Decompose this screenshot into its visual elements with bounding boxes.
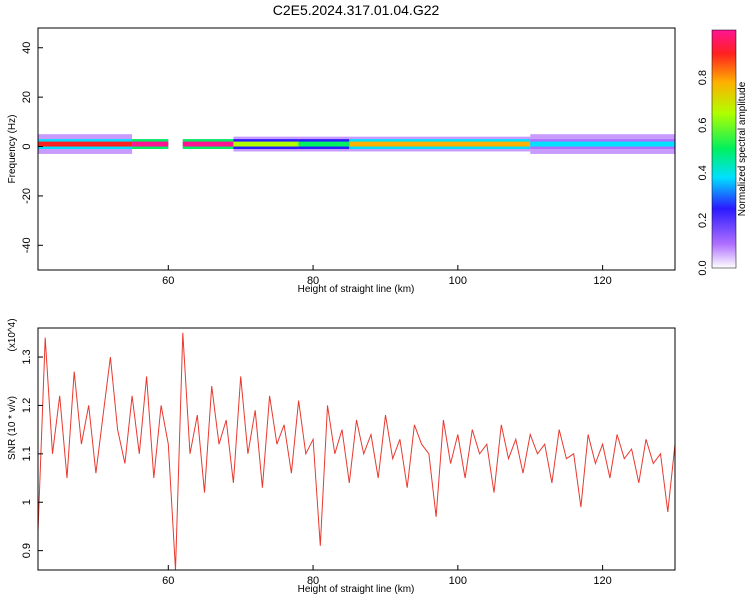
spectrogram-band-core	[530, 141, 675, 147]
spectrogram-panel: 60 80 100 120 40 20 0 -20 -40 Height of straigh…	[7, 27, 676, 295]
colorbar: 0.0 0.2 0.4 0.6 0.8 Normalized spectral ampl…	[697, 29, 748, 276]
snr-panel: 60 80 100 120 0.9 1 1.1 1.2 1.3 Height of strai…	[7, 318, 676, 595]
chart-title: C2E5.2024.317.01.04.G22	[273, 2, 440, 18]
snr-y-tick-label: 1.2	[21, 398, 33, 413]
snr-y-tick-label: 1	[21, 499, 33, 505]
snr-plot-area	[38, 328, 675, 570]
spectrogram-band-core	[132, 141, 169, 147]
colorbar-ticks: 0.0 0.2 0.4 0.6 0.8	[697, 70, 709, 276]
spectrogram-band-core	[182, 141, 234, 147]
spectrogram-x-tick-label: 60	[162, 275, 174, 287]
colorbar-tick-label: 0.0	[697, 260, 709, 275]
snr-y-multiplier: (x10^4)	[7, 318, 18, 351]
colorbar-label: Normalized spectral amplitude	[737, 81, 748, 216]
spectrogram-y-label: Frequency (Hz)	[7, 115, 18, 184]
snr-frame	[37, 327, 676, 571]
spectrogram-band-core	[349, 141, 531, 147]
spectrogram-y-tick-label: -40	[21, 237, 33, 253]
snr-y-tick-label: 1.1	[21, 446, 33, 461]
spectrogram-y-tick-label: 40	[21, 42, 33, 54]
snr-y-tick-label: 0.9	[21, 543, 33, 558]
spectrogram-x-tick-label: 120	[593, 275, 611, 287]
snr-x-ticks: 60 80 100 120	[162, 565, 612, 587]
colorbar-gradient	[711, 29, 737, 269]
spectrogram-y-tick-label: -20	[21, 188, 33, 204]
spectrogram-y-tick-label: 20	[21, 91, 33, 103]
spectrogram-frame	[37, 27, 676, 271]
spectrogram-x-label: Height of straight line (km)	[298, 284, 415, 295]
snr-y-ticks: 0.9 1 1.1 1.2 1.3	[21, 349, 43, 558]
spectrogram-band-core	[233, 141, 299, 147]
spectrogram-band	[38, 134, 675, 154]
spectrogram-x-tick-label: 100	[449, 275, 467, 287]
spectrogram-y-tick-label: 0	[21, 143, 33, 149]
spectrogram-x-tick-label: 80	[307, 275, 319, 287]
spectrogram-band-core	[298, 141, 350, 147]
snr-y-label: SNR (10 * v/v)	[7, 396, 18, 460]
colorbar-tick-label: 0.6	[697, 118, 709, 133]
spectrogram-band-core	[38, 141, 133, 147]
snr-x-tick-label: 100	[449, 575, 467, 587]
snr-x-label: Height of straight line (km)	[298, 584, 415, 595]
snr-x-tick-label: 60	[162, 575, 174, 587]
snr-series-line	[38, 332, 675, 570]
colorbar-tick-label: 0.4	[697, 165, 709, 180]
snr-y-tick-label: 1.3	[21, 349, 33, 364]
colorbar-tick-label: 0.2	[697, 213, 709, 228]
snr-x-tick-label: 80	[307, 575, 319, 587]
spectrogram-y-ticks: 40 20 0 -20 -40	[21, 42, 43, 253]
spectrogram-x-ticks: 60 80 100 120	[162, 265, 612, 287]
colorbar-tick-label: 0.8	[697, 70, 709, 85]
snr-x-tick-label: 120	[593, 575, 611, 587]
